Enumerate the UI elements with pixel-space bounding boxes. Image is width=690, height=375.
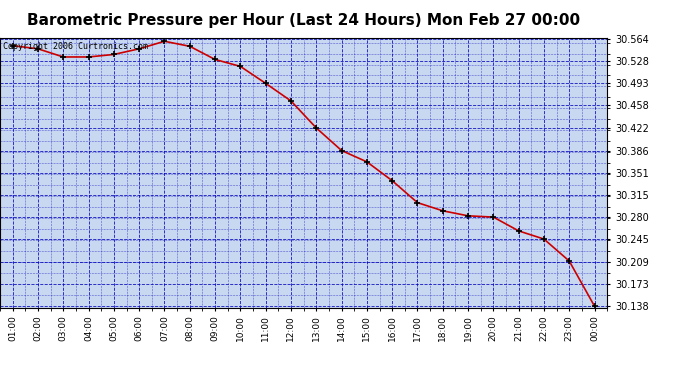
Text: Copyright 2006 Curtronics.com: Copyright 2006 Curtronics.com xyxy=(3,42,148,51)
Text: Barometric Pressure per Hour (Last 24 Hours) Mon Feb 27 00:00: Barometric Pressure per Hour (Last 24 Ho… xyxy=(27,13,580,28)
